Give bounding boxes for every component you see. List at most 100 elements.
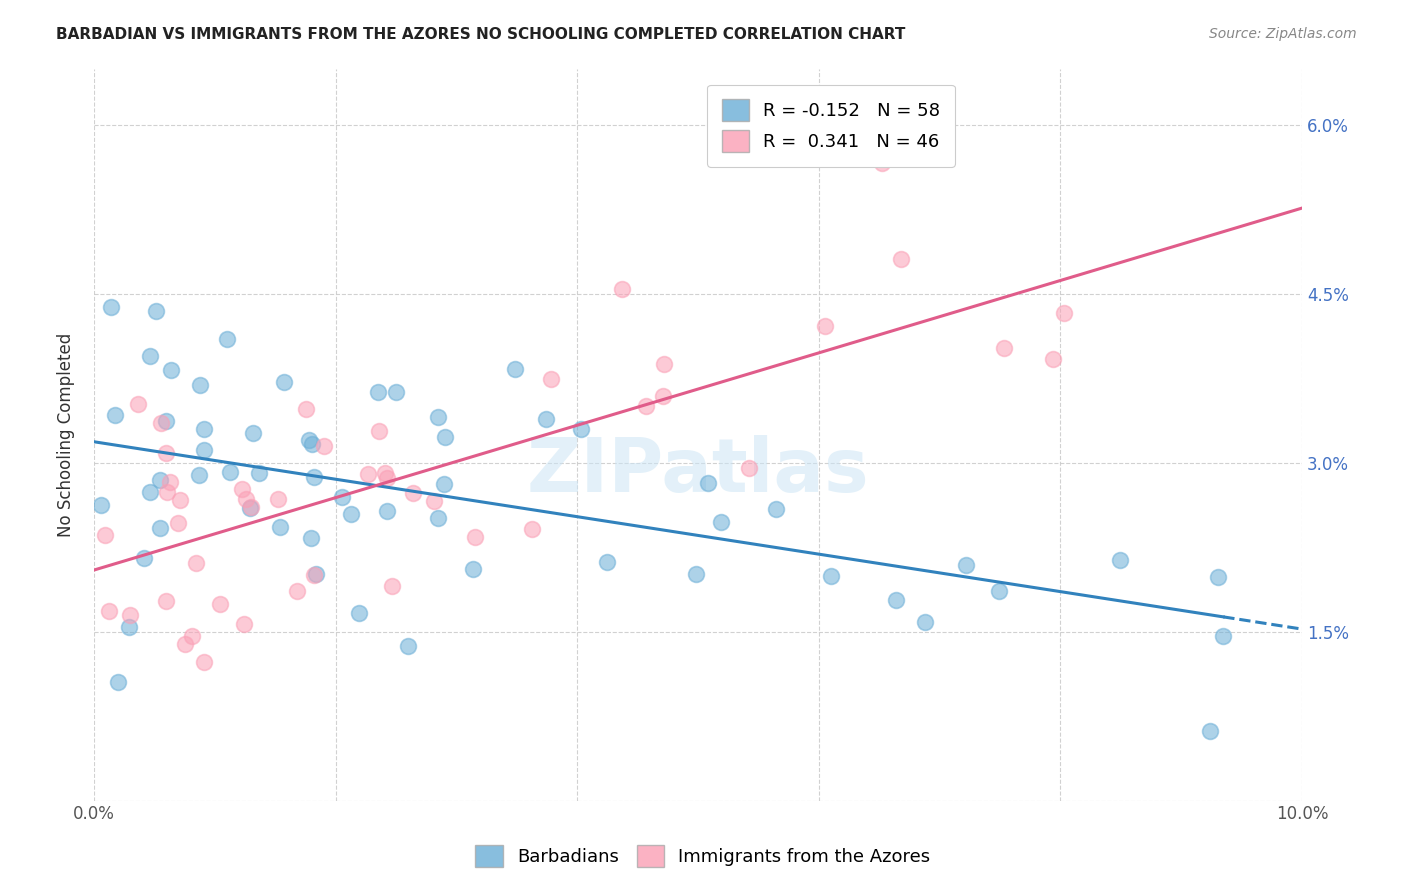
Point: [709, 515, 731, 529]
Point: [302, 470, 325, 484]
Point: [184, 556, 207, 570]
Point: [302, 567, 325, 582]
Point: [505, 361, 527, 376]
Point: [149, 473, 172, 487]
Point: [596, 556, 619, 570]
Point: [377, 471, 399, 485]
Point: [299, 531, 322, 545]
Text: Source: ZipAtlas.com: Source: ZipAtlas.com: [1209, 27, 1357, 41]
Point: [765, 501, 787, 516]
Point: [273, 375, 295, 389]
Point: [461, 562, 484, 576]
Point: [540, 372, 562, 386]
Point: [1109, 553, 1132, 567]
Point: [160, 363, 183, 377]
Point: [188, 377, 211, 392]
Point: [134, 550, 156, 565]
Point: [347, 607, 370, 621]
Point: [295, 401, 318, 416]
Point: [301, 437, 323, 451]
Point: [396, 639, 419, 653]
Point: [987, 583, 1010, 598]
Point: [118, 620, 141, 634]
Point: [374, 466, 396, 480]
Point: [193, 443, 215, 458]
Point: [367, 424, 389, 438]
Point: [94, 528, 117, 542]
Point: [402, 486, 425, 500]
Point: [312, 439, 335, 453]
Point: [955, 558, 977, 572]
Point: [100, 300, 122, 314]
Point: [423, 494, 446, 508]
Point: [285, 583, 308, 598]
Text: ZIPatlas: ZIPatlas: [527, 434, 869, 508]
Point: [814, 318, 837, 333]
Point: [98, 604, 121, 618]
Point: [652, 357, 675, 371]
Point: [339, 507, 361, 521]
Point: [993, 341, 1015, 355]
Point: [218, 466, 240, 480]
Point: [239, 501, 262, 516]
Point: [167, 516, 190, 531]
Point: [357, 467, 380, 482]
Point: [247, 466, 270, 480]
Point: [1206, 570, 1229, 584]
Point: [330, 491, 353, 505]
Point: [738, 461, 761, 475]
Point: [381, 579, 404, 593]
Point: [242, 426, 264, 441]
Point: [139, 349, 162, 363]
Point: [155, 593, 177, 607]
Point: [433, 477, 456, 491]
Point: [375, 504, 398, 518]
Text: BARBADIAN VS IMMIGRANTS FROM THE AZORES NO SCHOOLING COMPLETED CORRELATION CHART: BARBADIAN VS IMMIGRANTS FROM THE AZORES …: [56, 27, 905, 42]
Point: [193, 421, 215, 435]
Point: [104, 408, 127, 422]
Point: [685, 566, 707, 581]
Legend: Barbadians, Immigrants from the Azores: Barbadians, Immigrants from the Azores: [468, 838, 938, 874]
Point: [696, 475, 718, 490]
Point: [127, 397, 149, 411]
Point: [520, 522, 543, 536]
Point: [367, 385, 389, 400]
Point: [208, 598, 231, 612]
Point: [434, 430, 457, 444]
Point: [145, 303, 167, 318]
Point: [298, 434, 321, 448]
Point: [156, 485, 179, 500]
Point: [159, 475, 181, 489]
Point: [155, 413, 177, 427]
Y-axis label: No Schooling Completed: No Schooling Completed: [58, 333, 75, 537]
Point: [149, 521, 172, 535]
Point: [139, 485, 162, 500]
Point: [634, 399, 657, 413]
Point: [267, 491, 290, 506]
Point: [239, 500, 262, 514]
Point: [235, 491, 257, 506]
Point: [612, 281, 634, 295]
Point: [193, 656, 215, 670]
Point: [820, 568, 842, 582]
Point: [215, 332, 238, 346]
Point: [173, 637, 195, 651]
Point: [534, 412, 557, 426]
Point: [180, 629, 202, 643]
Point: [305, 566, 328, 581]
Point: [155, 446, 177, 460]
Point: [870, 156, 893, 170]
Point: [90, 498, 112, 512]
Point: [1053, 306, 1076, 320]
Point: [1198, 723, 1220, 738]
Point: [1212, 629, 1234, 643]
Point: [150, 417, 173, 431]
Point: [233, 616, 256, 631]
Point: [1042, 351, 1064, 366]
Point: [571, 422, 593, 436]
Point: [890, 252, 912, 266]
Point: [652, 389, 675, 403]
Point: [426, 410, 449, 425]
Point: [120, 607, 142, 622]
Point: [188, 467, 211, 482]
